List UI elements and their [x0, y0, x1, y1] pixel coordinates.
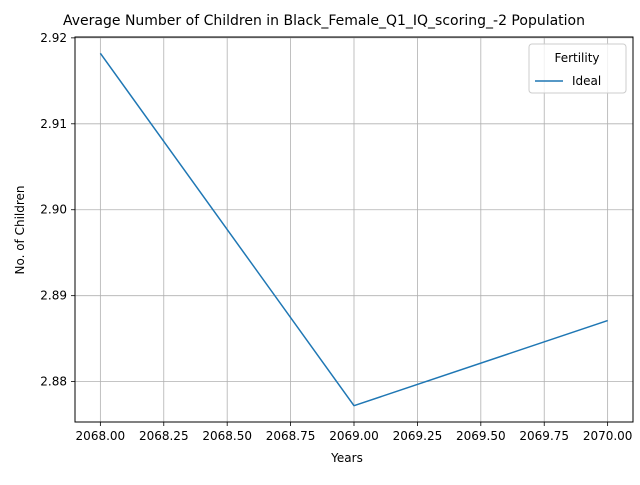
x-tick-label: 2069.00: [329, 429, 379, 443]
x-tick-label: 2070.00: [583, 429, 633, 443]
y-tick-label: 2.90: [40, 203, 67, 217]
x-tick-label: 2069.75: [519, 429, 569, 443]
x-tick-label: 2068.75: [266, 429, 316, 443]
chart-title: Average Number of Children in Black_Fema…: [63, 13, 585, 29]
x-tick-label: 2068.50: [202, 429, 252, 443]
x-tick-label: 2068.25: [139, 429, 189, 443]
y-tick-label: 2.92: [40, 31, 67, 45]
legend: Fertility Ideal: [529, 44, 626, 93]
x-tick-label: 2069.50: [456, 429, 506, 443]
y-axis-label: No. of Children: [13, 185, 27, 274]
x-tick-label: 2068.00: [76, 429, 126, 443]
y-tick-label: 2.88: [40, 375, 67, 389]
x-tick-label: 2069.25: [393, 429, 443, 443]
legend-label-ideal: Ideal: [572, 74, 601, 88]
legend-title: Fertility: [554, 51, 599, 65]
y-tick-label: 2.91: [40, 117, 67, 131]
y-tick-label: 2.89: [40, 289, 67, 303]
x-axis-label: Years: [330, 451, 363, 465]
